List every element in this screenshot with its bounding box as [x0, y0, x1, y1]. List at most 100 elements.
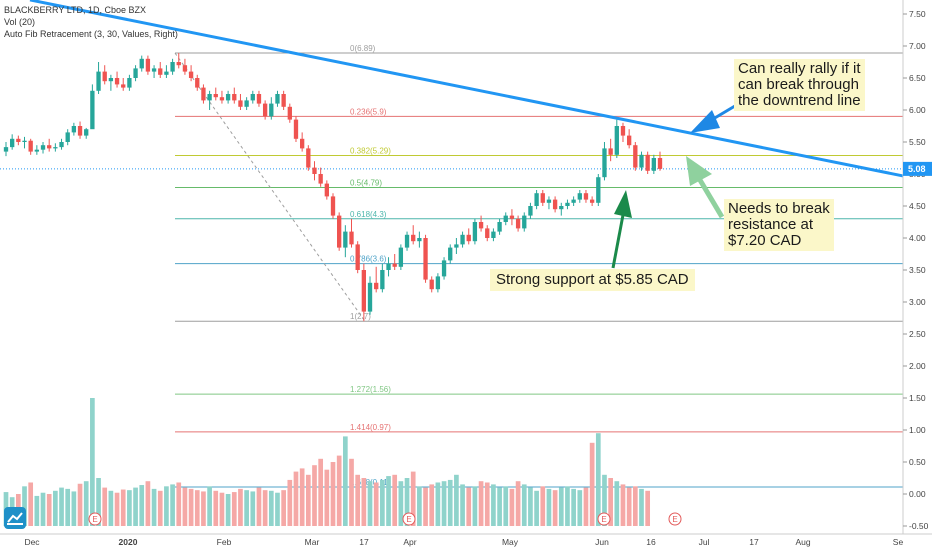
candle-body	[207, 94, 212, 101]
candle-body	[176, 62, 181, 66]
retracement-diagonal	[174, 52, 366, 322]
volume-bar	[188, 488, 194, 526]
volume-bar	[275, 492, 280, 526]
y-tick-label: 4.00	[909, 233, 926, 243]
candle-body	[515, 218, 521, 229]
volume-bar	[96, 478, 101, 526]
volume-bar	[460, 484, 465, 526]
volume-bar	[120, 489, 126, 526]
volume-bar	[219, 492, 225, 526]
x-tick-label: Feb	[217, 537, 232, 547]
candle-body	[114, 78, 120, 85]
candle-body	[65, 132, 70, 142]
y-tick-label: 5.50	[909, 137, 926, 147]
candle-body	[374, 282, 379, 290]
fib-level-label: 1(2.7)	[350, 312, 371, 321]
volume-bar	[207, 486, 212, 526]
candle-body	[330, 196, 336, 216]
volume-bar	[602, 474, 607, 526]
candle-body	[3, 147, 9, 152]
callout-support[interactable]: Strong support at $5.85 CAD	[490, 269, 695, 291]
lightgreen-arrow-shaft	[697, 178, 725, 219]
volume-bar	[238, 488, 243, 526]
tradingview-logo-icon[interactable]	[4, 507, 26, 529]
volume-bar	[59, 487, 64, 526]
volume-bar	[268, 490, 274, 526]
x-tick-label: Jul	[699, 537, 710, 547]
volume-bar	[608, 478, 613, 526]
volume-bar	[540, 486, 546, 526]
candle-body	[639, 154, 644, 168]
candle-body	[306, 148, 311, 168]
y-tick-label: 0.50	[909, 457, 926, 467]
candle-body	[127, 78, 132, 88]
candle-body	[324, 183, 329, 197]
volume-bar	[509, 488, 515, 526]
volume-bar	[577, 490, 583, 526]
volume-bar	[22, 486, 27, 526]
legend-volume[interactable]: Vol (20)	[4, 17, 36, 27]
volume-bar	[336, 455, 342, 526]
volume-bar	[318, 458, 324, 526]
volume-bar	[528, 487, 533, 526]
volume-bar	[324, 469, 330, 526]
candle-body	[534, 193, 539, 206]
candle-body	[522, 215, 527, 229]
volume-bar	[515, 481, 521, 526]
y-tick-label: 1.00	[909, 425, 926, 435]
volume-bar	[34, 495, 40, 526]
volume-bar	[521, 484, 527, 526]
candle-body	[121, 84, 126, 88]
callout-resistance[interactable]: Needs to break resistance at $7.20 CAD	[724, 199, 834, 251]
candle-body	[478, 222, 484, 229]
candlesticks	[3, 53, 663, 322]
volume-bar	[565, 486, 570, 526]
volume-bar	[40, 492, 46, 526]
candle-body	[429, 279, 434, 290]
candle-body	[133, 68, 138, 78]
y-tick-label: 4.50	[909, 201, 926, 211]
y-tick-label: 3.50	[909, 265, 926, 275]
volume-bar	[361, 478, 367, 526]
candle-body	[454, 244, 459, 248]
green-arrow-shaft	[611, 214, 625, 269]
volume-bar	[367, 481, 373, 526]
volume-bar	[589, 442, 595, 526]
green-arrow-head	[614, 190, 632, 218]
x-tick-label: Apr	[403, 537, 416, 547]
earnings-event-label: E	[672, 515, 677, 524]
candle-body	[151, 68, 157, 72]
legend-symbol[interactable]: BLACKBERRY LTD, 1D, Cboe BZX	[4, 5, 147, 15]
candle-body	[361, 270, 367, 312]
candle-body	[367, 282, 373, 312]
candle-body	[71, 126, 77, 133]
fib-level-label: 1.414(0.97)	[350, 423, 391, 432]
y-tick-label: 6.50	[909, 73, 926, 83]
volume-bar	[423, 487, 428, 526]
candle-body	[238, 100, 243, 107]
candle-body	[380, 270, 385, 290]
candle-body	[10, 138, 15, 148]
candle-body	[497, 222, 502, 232]
x-tick-label: Jun	[595, 537, 609, 547]
earnings-event-icon	[668, 512, 682, 526]
fib-level-label: 0.382(5.29)	[350, 146, 391, 155]
volume-bar	[645, 490, 651, 526]
volume-bar	[639, 488, 644, 526]
candle-body	[232, 94, 237, 101]
legend-fib[interactable]: Auto Fib Retracement (3, 30, Values, Rig…	[4, 29, 178, 39]
candle-body	[164, 71, 169, 75]
candle-body	[404, 234, 410, 248]
volume-bar	[410, 471, 416, 526]
volume-bar	[386, 476, 391, 526]
volume-bar	[256, 487, 262, 526]
candle-body	[219, 97, 225, 101]
candle-body	[195, 78, 200, 88]
volume-bar	[213, 490, 219, 526]
downtrend-line[interactable]	[29, 0, 904, 178]
candle-body	[349, 231, 354, 245]
callout-rally[interactable]: Can really rally if it can break through…	[734, 59, 865, 111]
candle-body	[448, 247, 453, 261]
